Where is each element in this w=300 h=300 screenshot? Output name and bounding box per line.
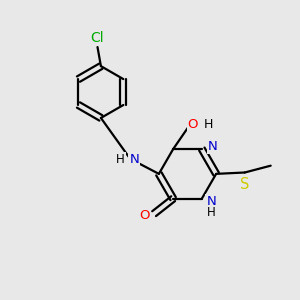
Text: O: O: [139, 208, 150, 221]
Text: H: H: [207, 206, 216, 219]
Text: S: S: [240, 177, 250, 192]
Text: N: N: [206, 195, 216, 208]
Text: N: N: [208, 140, 218, 153]
Text: Cl: Cl: [91, 31, 104, 45]
Text: O: O: [188, 118, 198, 131]
Text: H: H: [116, 153, 125, 166]
Text: H: H: [204, 118, 213, 131]
Text: N: N: [129, 153, 139, 166]
